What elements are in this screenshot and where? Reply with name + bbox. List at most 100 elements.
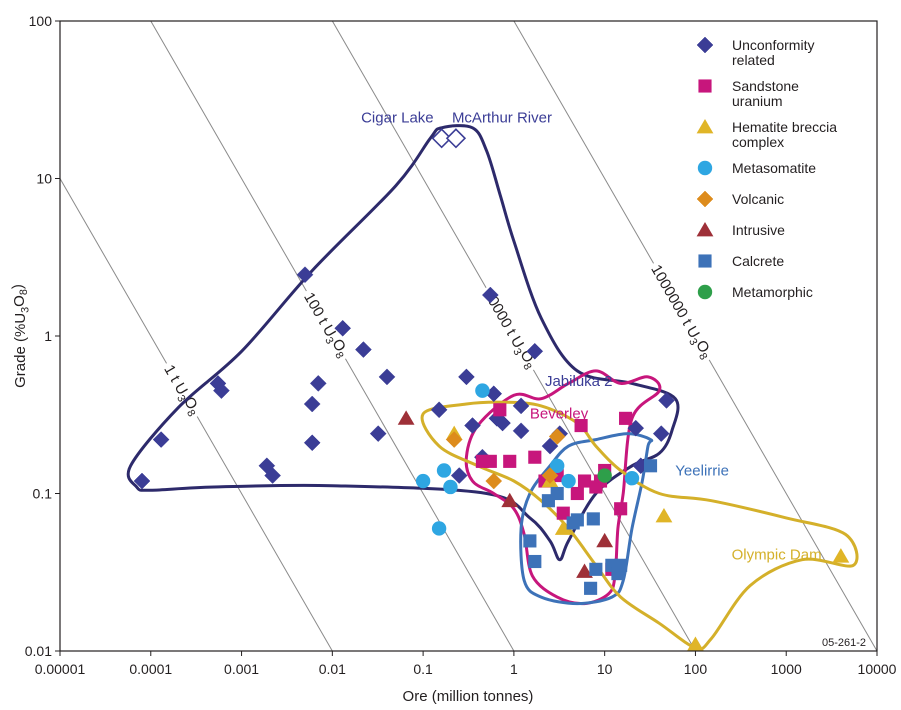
label-mcarthur-river: McArthur River: [452, 109, 552, 126]
point-metasomatite: [415, 473, 431, 489]
point-unconformity-related: [303, 434, 321, 452]
y-tick-label: 10: [36, 171, 52, 187]
point-intrusive: [397, 410, 415, 425]
legend-marker-intrusive: [696, 222, 714, 237]
region-label-olympic-dam: Olympic Dam: [732, 547, 822, 564]
legend-label-hematite-breccia-complex: complex: [732, 134, 784, 150]
iso-label-bg: [642, 258, 719, 366]
x-tick-label: 0.00001: [35, 661, 86, 677]
point-unconformity-related: [303, 395, 321, 413]
point-unconformity-related: [378, 368, 396, 386]
point-unconformity-related: [526, 342, 544, 360]
point-sandstone-uranium: [503, 454, 517, 468]
iso-label-bg: [155, 358, 207, 423]
region-label-jabiluka-2: Jabiluka 2: [545, 373, 613, 390]
point-calcrete: [528, 554, 542, 569]
point-unconformity-related: [512, 397, 530, 415]
iso-label-text: 1000000 t U3O8: [645, 261, 715, 363]
point-intrusive: [501, 492, 519, 508]
point-sandstone-uranium: [577, 474, 592, 488]
x-tick-label: 0.001: [224, 661, 259, 677]
x-tick-label: 10000: [858, 661, 897, 677]
point-volcanic: [548, 428, 566, 445]
legend-marker-metasomatite: [697, 160, 713, 176]
point-calcrete: [589, 562, 603, 576]
y-axis-label: Grade (%U3O8): [9, 284, 31, 388]
point-sandstone-uranium: [556, 506, 570, 520]
x-axis-label: Ore (million tonnes): [403, 688, 534, 705]
point-mcarthur-river: [445, 128, 467, 149]
point-sandstone-uranium: [570, 486, 584, 501]
point-unconformity-related: [264, 467, 281, 484]
region-label-yeelirrie: Yeelirrie: [675, 463, 729, 480]
point-volcanic: [445, 431, 463, 448]
iso-label-bg: [475, 282, 543, 376]
point-calcrete: [570, 513, 584, 527]
iso-label: 1000000 t U3O8: [642, 258, 719, 366]
legend-label-metasomatite: Metasomatite: [732, 160, 816, 176]
axis-ticks: 0.00001 0.0001 0.001 0.01 0.1 1 10 100 1000 10000…: [25, 13, 897, 677]
point-calcrete: [584, 581, 598, 595]
legend-label-volcanic: Volcanic: [732, 191, 784, 207]
legend-label-hematite-breccia-complex: Hematite breccia: [732, 119, 837, 135]
legend-label-intrusive: Intrusive: [732, 222, 785, 238]
point-unconformity-related: [369, 425, 387, 442]
legend-marker-metamorphic: [697, 284, 713, 300]
point-unconformity-related: [450, 467, 468, 484]
point-hematite-breccia-complex: [832, 548, 850, 563]
y-tick-label: 1: [44, 328, 52, 344]
legend-label-metamorphic: Metamorphic: [732, 284, 813, 300]
point-unconformity-related: [133, 472, 151, 490]
legend-label-sandstone-uranium: uranium: [732, 93, 783, 109]
x-tick-label: 10: [597, 661, 613, 677]
legend-marker-unconformity-related: [696, 36, 714, 54]
legend-marker-hematite-breccia-complex: [696, 119, 714, 134]
point-unconformity-related: [658, 392, 675, 409]
point-unconformity-related: [355, 341, 372, 358]
region-beverley: [464, 369, 662, 606]
point-metamorphic: [597, 468, 612, 483]
point-hematite-breccia-complex: [687, 636, 704, 651]
point-hematite-breccia-complex: [554, 520, 572, 535]
iso-label: 1 t U3O8: [155, 358, 207, 423]
point-volcanic: [541, 467, 559, 484]
x-tick-label: 0.0001: [129, 661, 172, 677]
point-unconformity-related: [494, 414, 511, 432]
point-metasomatite: [561, 473, 576, 489]
regions: [126, 124, 859, 651]
point-calcrete: [523, 534, 537, 548]
point-sandstone-uranium: [528, 450, 542, 464]
x-tick-label: 0.1: [413, 661, 433, 677]
point-volcanic: [485, 472, 503, 490]
point-unconformity-related: [430, 401, 448, 419]
y-tick-label: 0.01: [25, 643, 52, 659]
point-metasomatite: [443, 479, 458, 495]
legend-marker-calcrete: [698, 254, 712, 268]
point-unconformity-related: [309, 375, 327, 392]
point-calcrete: [643, 459, 658, 473]
region-olympic-dam: [420, 400, 859, 651]
x-tick-label: 0.01: [319, 661, 346, 677]
y-tick-label: 100: [29, 13, 53, 29]
point-metasomatite: [624, 471, 640, 486]
point-metasomatite: [475, 383, 490, 398]
point-sandstone-uranium: [614, 502, 628, 516]
x-tick-label: 1000: [771, 661, 802, 677]
data-points: Jabiluka 2 Beverley Yeelirrie Olympic Dam Ci…: [133, 109, 850, 651]
legend-label-sandstone-uranium: Sandstone: [732, 78, 799, 94]
point-calcrete: [614, 558, 628, 572]
point-intrusive: [596, 532, 614, 548]
legend-label-unconformity-related: Unconformity: [732, 37, 814, 53]
figure-id: 05-261-2: [822, 637, 866, 649]
region-yeelirrie: [519, 432, 654, 606]
point-sandstone-uranium: [574, 419, 588, 433]
point-unconformity-related: [481, 286, 499, 304]
point-metasomatite: [550, 458, 565, 473]
point-unconformity-related: [464, 417, 481, 434]
y-tick-label: 0.1: [33, 486, 53, 502]
point-metasomatite: [431, 521, 447, 536]
x-tick-label: 1: [510, 661, 518, 677]
